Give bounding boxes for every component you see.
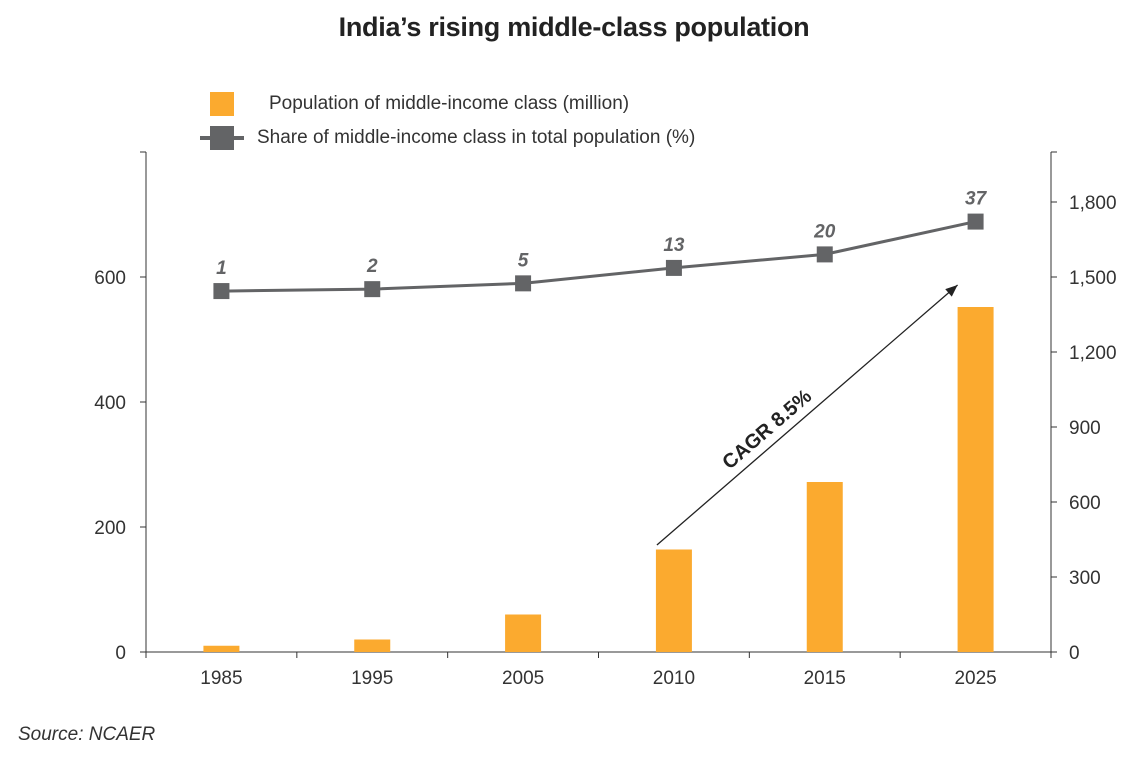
legend-label-population: Population of middle-income class (milli… [269, 93, 630, 114]
share-data-label: 5 [518, 250, 529, 271]
share-point-2025 [967, 213, 984, 230]
bar-2005 [505, 614, 542, 652]
share-data-label: 37 [965, 189, 988, 210]
share-data-label: 1 [216, 258, 227, 279]
right-axis-tick-label: 900 [1069, 418, 1101, 439]
share-point-2010 [665, 259, 682, 276]
x-axis-tick-label: 2010 [653, 668, 695, 689]
legend-item-population: Population of middle-income class (milli… [200, 89, 629, 119]
share-data-label: 2 [366, 256, 378, 277]
source-note: Source: NCAER [18, 724, 156, 745]
left-axis-tick-label: 200 [94, 518, 126, 539]
left-axis-tick-label: 0 [115, 643, 126, 664]
legend-swatch-bar [210, 92, 234, 116]
bar-2010 [655, 549, 692, 652]
bar-2015 [806, 482, 843, 652]
left-axis-tick-label: 400 [94, 393, 126, 414]
share-data-label: 20 [813, 221, 836, 242]
x-axis-tick-label: 2015 [804, 668, 846, 689]
right-axis-tick-label: 300 [1069, 568, 1101, 589]
legend-label-share: Share of middle-income class in total po… [257, 127, 696, 148]
bar-1985 [203, 645, 240, 652]
right-axis-tick-label: 1,200 [1069, 343, 1117, 364]
x-axis-tick-label: 1995 [351, 668, 393, 689]
legend-swatch-line [200, 126, 244, 150]
share-point-2015 [816, 246, 833, 263]
right-axis-tick-label: 0 [1069, 643, 1080, 664]
x-axis-tick-label: 1985 [200, 668, 242, 689]
chart-title: India’s rising middle-class population [338, 12, 810, 42]
bar-1995 [354, 639, 391, 652]
share-point-1985 [213, 283, 230, 300]
right-axis-tick-label: 1,800 [1069, 193, 1117, 214]
share-point-2005 [515, 275, 532, 292]
share-data-label: 13 [663, 235, 685, 256]
legend-item-share: Share of middle-income class in total po… [200, 123, 695, 153]
x-axis-tick-label: 2005 [502, 668, 544, 689]
x-axis-tick-label: 2025 [954, 668, 996, 689]
cagr-arrow-head [945, 285, 958, 297]
share-point-1995 [364, 281, 381, 298]
bar-2025 [957, 307, 994, 652]
share-line [221, 220, 976, 293]
left-axis-tick-label: 600 [94, 268, 126, 289]
right-axis-tick-label: 1,500 [1069, 268, 1117, 289]
right-axis-tick-label: 600 [1069, 493, 1101, 514]
cagr-arrow-line [656, 284, 959, 546]
cagr-annotation: CAGR 8.5% [718, 385, 816, 474]
